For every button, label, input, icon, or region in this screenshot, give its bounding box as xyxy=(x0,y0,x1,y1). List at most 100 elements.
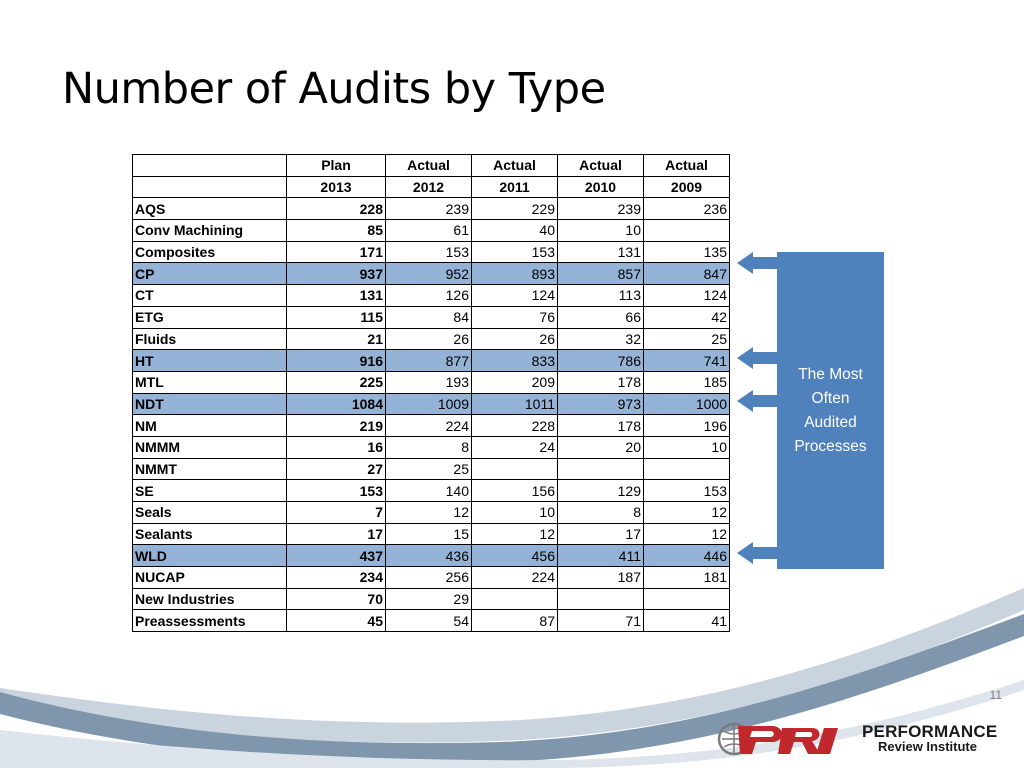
header-cell: 2012 xyxy=(385,175,472,199)
table-row: NMMT 27 25 xyxy=(132,457,730,481)
audit-count-cell: 1011 xyxy=(471,392,558,416)
audit-count-cell: 916 xyxy=(286,349,386,372)
audit-count-cell: 24 xyxy=(471,435,558,459)
audit-type-cell: Conv Machining xyxy=(132,219,287,242)
header-cell: Actual xyxy=(471,154,558,177)
audit-count-cell: 411 xyxy=(557,544,644,568)
audit-count-cell: 741 xyxy=(643,349,730,372)
audit-type-cell: Composites xyxy=(132,240,287,264)
pri-logo-icon xyxy=(717,722,838,756)
audit-count-cell: 893 xyxy=(471,262,558,286)
table-row: Fluids 21 26 26 32 25 xyxy=(132,327,730,351)
audit-count-cell: 26 xyxy=(471,327,558,351)
table-row: NUCAP 234 256 224 187 181 xyxy=(132,566,730,589)
audit-type-cell: Fluids xyxy=(132,327,287,351)
slide-title: Number of Audits by Type xyxy=(62,64,606,114)
audit-count-cell: 84 xyxy=(385,305,472,329)
table-row: Seals 7 12 10 8 12 xyxy=(132,501,730,524)
table-body: AQS 228 239 229 239 236 Conv Machining 85 61 40 10… xyxy=(132,197,730,633)
audit-count-cell: 10 xyxy=(643,435,730,459)
decorative-wave xyxy=(0,588,1024,768)
audit-count-cell: 786 xyxy=(557,349,644,372)
table-row: SE 153 140 156 129 153 xyxy=(132,479,730,502)
audit-count-cell: 224 xyxy=(385,414,472,437)
audit-count-cell: 456 xyxy=(471,544,558,568)
audit-count-cell: 1000 xyxy=(643,392,730,416)
audit-type-cell: Sealants xyxy=(132,522,287,546)
audit-count-cell: 446 xyxy=(643,544,730,568)
audit-count-cell: 17 xyxy=(286,522,386,546)
header-cell: 2011 xyxy=(471,175,558,199)
audit-count-cell: 66 xyxy=(557,305,644,329)
audit-type-cell: WLD xyxy=(132,544,287,568)
table-row: NM 219 224 228 178 196 xyxy=(132,414,730,437)
callout-line: The Most xyxy=(798,366,863,383)
header-cell: 2010 xyxy=(557,175,644,199)
audit-count-cell: 87 xyxy=(471,609,558,633)
table-row: Conv Machining 85 61 40 10 xyxy=(132,219,730,242)
audit-count-cell: 193 xyxy=(385,370,472,394)
table-row: CP 937 952 893 857 847 xyxy=(132,262,730,286)
audit-count-cell: 952 xyxy=(385,262,472,286)
audit-count-cell: 153 xyxy=(643,479,730,502)
audit-count-cell: 10 xyxy=(471,501,558,524)
audit-count-cell xyxy=(643,457,730,481)
header-cell: Actual xyxy=(557,154,644,177)
audit-type-cell: Seals xyxy=(132,501,287,524)
header-cell: Plan xyxy=(286,154,386,177)
audit-type-cell: NDT xyxy=(132,392,287,416)
audit-count-cell: 131 xyxy=(557,240,644,264)
audit-count-cell: 12 xyxy=(643,522,730,546)
audit-count-cell: 196 xyxy=(643,414,730,437)
table-row: MTL 225 193 209 178 185 xyxy=(132,370,730,394)
audit-count-cell: 171 xyxy=(286,240,386,264)
brand-name-line2: Review Institute xyxy=(878,739,977,754)
header-cell: Actual xyxy=(643,154,730,177)
audit-count-cell: 126 xyxy=(385,284,472,307)
audit-count-cell: 236 xyxy=(643,197,730,221)
callout-line: Audited xyxy=(804,414,857,431)
callout-arrow-ht xyxy=(737,347,777,369)
callout-arrow-ndt xyxy=(737,390,777,412)
header-cell xyxy=(132,154,287,177)
audit-count-cell: 153 xyxy=(385,240,472,264)
audit-count-cell: 42 xyxy=(643,305,730,329)
audit-type-cell: HT xyxy=(132,349,287,372)
audit-count-cell: 437 xyxy=(286,544,386,568)
table-header-row-type: Plan Actual Actual Actual Actual xyxy=(132,154,730,177)
audit-type-cell: Preassessments xyxy=(132,609,287,633)
header-cell: Actual xyxy=(385,154,472,177)
audit-count-cell: 85 xyxy=(286,219,386,242)
audit-count-cell xyxy=(557,457,644,481)
audit-count-cell: 228 xyxy=(286,197,386,221)
audit-count-cell: 833 xyxy=(471,349,558,372)
audit-count-cell: 7 xyxy=(286,501,386,524)
callout-arrow-cp xyxy=(737,252,777,274)
audit-count-cell: 135 xyxy=(643,240,730,264)
audit-count-cell: 10 xyxy=(557,219,644,242)
audit-count-cell: 187 xyxy=(557,566,644,589)
audit-count-cell: 8 xyxy=(385,435,472,459)
audit-count-cell: 17 xyxy=(557,522,644,546)
audit-count-cell: 21 xyxy=(286,327,386,351)
audit-count-cell: 156 xyxy=(471,479,558,502)
audit-count-cell: 178 xyxy=(557,414,644,437)
audit-count-cell: 12 xyxy=(385,501,472,524)
audit-type-cell: NM xyxy=(132,414,287,437)
audit-type-cell: CT xyxy=(132,284,287,307)
table-row: AQS 228 239 229 239 236 xyxy=(132,197,730,221)
audit-count-cell: 847 xyxy=(643,262,730,286)
audit-count-cell xyxy=(643,219,730,242)
audit-count-cell: 153 xyxy=(286,479,386,502)
callout-line: Often xyxy=(811,390,850,407)
audit-count-cell: 857 xyxy=(557,262,644,286)
table-header-row-year: 2013 2012 2011 2010 2009 xyxy=(132,175,730,199)
audit-count-cell: 25 xyxy=(385,457,472,481)
audit-count-cell: 12 xyxy=(643,501,730,524)
audit-count-cell: 153 xyxy=(471,240,558,264)
audit-count-cell: 41 xyxy=(643,609,730,633)
header-cell: 2013 xyxy=(286,175,386,199)
audit-type-cell: NMMT xyxy=(132,457,287,481)
audit-count-cell: 436 xyxy=(385,544,472,568)
audit-count-cell: 124 xyxy=(643,284,730,307)
